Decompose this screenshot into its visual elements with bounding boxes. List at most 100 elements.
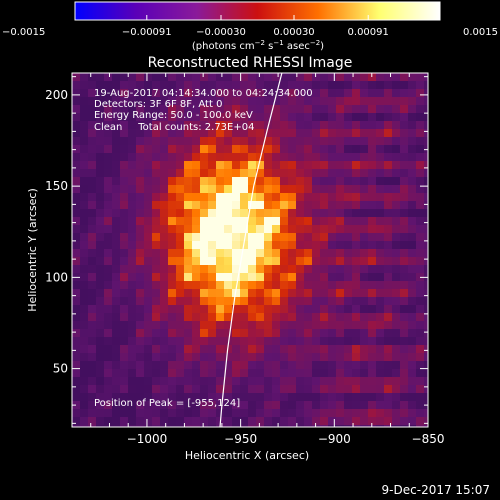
heatmap-cell: [344, 281, 352, 289]
heatmap-cell: [352, 129, 360, 137]
heatmap-cell: [312, 185, 320, 193]
heatmap-cell: [192, 345, 200, 353]
heatmap-cell: [288, 209, 296, 217]
heatmap-cell: [88, 233, 96, 241]
heatmap-cell: [272, 409, 280, 417]
heatmap-cell: [128, 385, 136, 393]
heatmap-cell: [224, 281, 232, 289]
heatmap-cell: [192, 329, 200, 337]
heatmap-cell: [376, 209, 384, 217]
heatmap-cell: [144, 225, 152, 233]
heatmap-cell: [416, 113, 424, 121]
heatmap-cell: [376, 353, 384, 361]
heatmap-cell: [200, 185, 208, 193]
heatmap-cell: [232, 81, 240, 89]
heatmap-cell: [416, 401, 424, 409]
heatmap-cell: [160, 273, 168, 281]
heatmap-cell: [280, 281, 288, 289]
heatmap-cell: [168, 297, 176, 305]
heatmap-cell: [336, 409, 344, 417]
heatmap-cell: [304, 417, 312, 425]
heatmap-cell: [368, 137, 376, 145]
heatmap-cell: [88, 153, 96, 161]
heatmap-cell: [288, 273, 296, 281]
heatmap-cell: [264, 113, 272, 121]
heatmap-cell: [304, 233, 312, 241]
heatmap-cell: [368, 401, 376, 409]
heatmap-cell: [152, 257, 160, 265]
heatmap-cell: [136, 209, 144, 217]
heatmap-cell: [296, 209, 304, 217]
heatmap-cell: [344, 425, 352, 427]
heatmap-cell: [328, 209, 336, 217]
heatmap-cell: [392, 401, 400, 409]
heatmap-cell: [328, 297, 336, 305]
heatmap-cell: [288, 241, 296, 249]
heatmap-cell: [152, 233, 160, 241]
heatmap-cell: [304, 369, 312, 377]
heatmap-cell: [344, 129, 352, 137]
heatmap-cell: [184, 201, 192, 209]
heatmap-cell: [160, 145, 168, 153]
colorbar-tick-label: 0.0015: [463, 27, 498, 38]
heatmap-cell: [200, 121, 208, 129]
heatmap-cell: [320, 249, 328, 257]
heatmap-cell: [336, 233, 344, 241]
heatmap-cell: [416, 329, 424, 337]
heatmap-cell: [192, 89, 200, 97]
heatmap-cell: [320, 417, 328, 425]
heatmap-cell: [184, 361, 192, 369]
heatmap-cell: [216, 169, 224, 177]
heatmap-cell: [216, 281, 224, 289]
heatmap-cell: [312, 145, 320, 153]
heatmap-cell: [288, 113, 296, 121]
heatmap-cell: [368, 185, 376, 193]
heatmap-cell: [112, 89, 120, 97]
heatmap-cell: [376, 257, 384, 265]
heatmap-cell: [200, 217, 208, 225]
heatmap-cell: [72, 409, 80, 417]
heatmap-cell: [416, 217, 424, 225]
heatmap-cell: [88, 409, 96, 417]
heatmap-cell: [336, 321, 344, 329]
heatmap-cell: [176, 185, 184, 193]
heatmap-cell: [408, 257, 416, 265]
heatmap-cell: [336, 201, 344, 209]
heatmap-cell: [368, 345, 376, 353]
heatmap-cell: [88, 137, 96, 145]
heatmap-cell: [392, 177, 400, 185]
heatmap-cell: [392, 297, 400, 305]
heatmap-cell: [224, 313, 232, 321]
x-tick-label: −900: [318, 432, 351, 446]
heatmap-cell: [224, 321, 232, 329]
heatmap-cell: [120, 297, 128, 305]
heatmap-cell: [408, 249, 416, 257]
heatmap-cell: [320, 145, 328, 153]
peak-position-label: Position of Peak = [-955,124]: [94, 398, 240, 409]
heatmap-cell: [384, 97, 392, 105]
heatmap-cell: [200, 337, 208, 345]
heatmap-cell: [384, 281, 392, 289]
heatmap-cell: [144, 129, 152, 137]
heatmap-cell: [160, 297, 168, 305]
heatmap-cell: [400, 81, 408, 89]
heatmap-cell: [224, 153, 232, 161]
heatmap-cell: [304, 193, 312, 201]
heatmap-cell: [96, 361, 104, 369]
heatmap-cell: [360, 313, 368, 321]
heatmap-cell: [80, 249, 88, 257]
heatmap-cell: [96, 129, 104, 137]
heatmap-cell: [88, 217, 96, 225]
heatmap-cell: [168, 193, 176, 201]
heatmap-cell: [376, 289, 384, 297]
heatmap-cell: [160, 305, 168, 313]
heatmap-cell: [368, 393, 376, 401]
heatmap-cell: [232, 401, 240, 409]
heatmap-cell: [128, 185, 136, 193]
heatmap-cell: [352, 353, 360, 361]
heatmap-cell: [200, 81, 208, 89]
heatmap-cell: [400, 89, 408, 97]
heatmap-cell: [264, 241, 272, 249]
heatmap-cell: [304, 169, 312, 177]
heatmap-cell: [144, 81, 152, 89]
